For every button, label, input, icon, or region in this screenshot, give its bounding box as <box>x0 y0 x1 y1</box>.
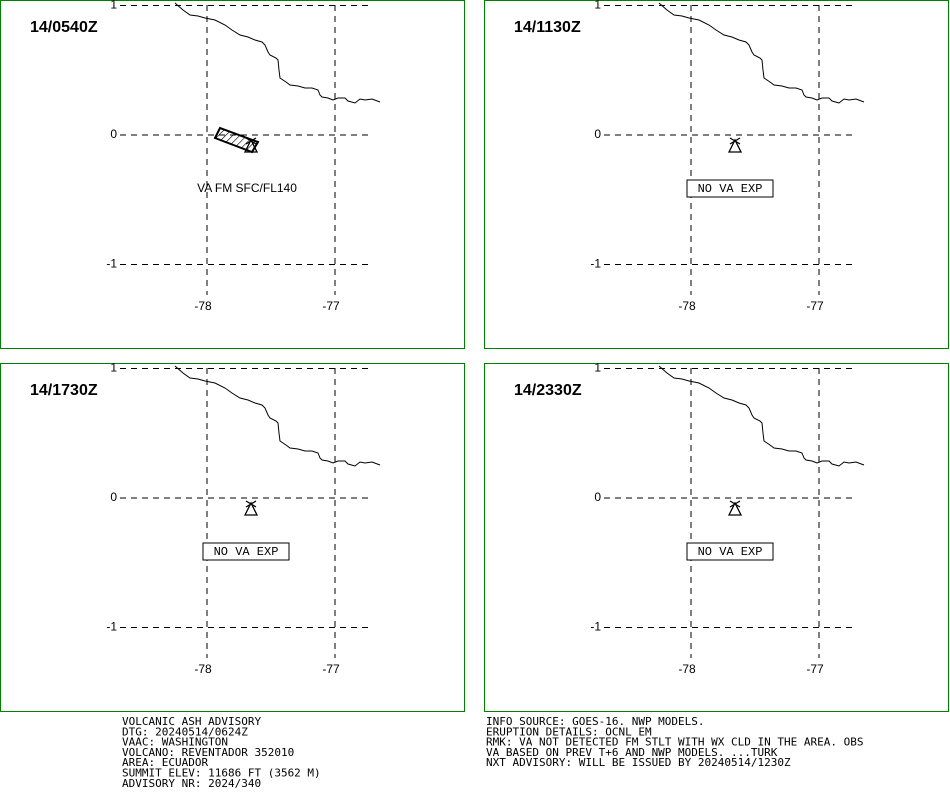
annotation-box <box>686 542 774 561</box>
valid-time: 14/1130Z <box>514 19 581 36</box>
latitude-label: -1 <box>106 620 117 634</box>
longitude-label: -78 <box>194 662 212 676</box>
valid-time: 14/1730Z <box>30 382 98 399</box>
valid-time: 14/2330Z <box>514 382 582 399</box>
annotation: NO VA EXP <box>214 545 279 559</box>
advisory-line: DTG: 20240514/0624Z <box>122 725 248 738</box>
latitude-label: 1 <box>110 361 117 375</box>
latitude-label: 1 <box>594 0 601 12</box>
map-panel: 1 0 -1 -78 -77 14/1130Z NO VA EXP <box>484 0 949 349</box>
longitude-label: -78 <box>194 299 212 313</box>
latitude-label: -1 <box>590 257 601 271</box>
ash-cloud <box>213 126 260 154</box>
advisory-line: VOLCANIC ASH ADVISORY <box>122 715 261 728</box>
annotation: NO VA EXP <box>698 545 763 559</box>
advisory-line: VAAC: WASHINGTON <box>122 736 228 749</box>
advisory-line: ADVISORY NR: 2024/340 <box>122 777 261 790</box>
panel-border <box>0 363 465 712</box>
valid-time: 14/0540Z <box>30 19 98 36</box>
volcano-symbol <box>727 500 743 516</box>
latitude-label: -1 <box>590 620 601 634</box>
coastline <box>174 2 381 104</box>
latitude-label: 0 <box>594 127 601 141</box>
longitude-label: -78 <box>678 299 696 313</box>
map-panel: 1 0 -1 -78 -77 14/1730Z NO VA EXP <box>0 361 465 712</box>
longitude-label: -77 <box>806 299 824 313</box>
panel-border <box>484 363 949 712</box>
latitude-label: -1 <box>106 257 117 271</box>
panel-border <box>484 0 949 349</box>
advisory-line: VOLCANO: REVENTADOR 352010 <box>122 746 294 759</box>
panel-border <box>0 0 465 349</box>
advisory-line: AREA: ECUADOR <box>122 756 208 769</box>
advisory-line: NXT ADVISORY: WILL BE ISSUED BY 20240514… <box>486 756 791 769</box>
advisory-line: ERUPTION DETAILS: OCNL EM <box>486 725 652 738</box>
latitude-label: 0 <box>110 490 117 504</box>
annotation: VA FM SFC/FL140 <box>197 181 297 195</box>
advisory-line: SUMMIT ELEV: 11686 FT (3562 M) <box>122 767 321 780</box>
advisory-line: RMK: VA NOT DETECTED FM STLT WITH WX CLD… <box>486 736 864 749</box>
annotation-box <box>202 542 290 561</box>
longitude-label: -77 <box>322 662 340 676</box>
advisory-line: INFO SOURCE: GOES-16. NWP MODELS. <box>486 715 705 728</box>
advisory-line: VA BASED ON PREV T+6 AND NWP MODELS. ...… <box>486 746 778 759</box>
volcano-symbol <box>243 500 259 516</box>
longitude-label: -77 <box>806 662 824 676</box>
latitude-label: 0 <box>594 490 601 504</box>
longitude-label: -78 <box>678 662 696 676</box>
coastline <box>658 365 865 467</box>
map-panel: 1 0 -1 -78 -77 14/2330Z NO VA EXP <box>484 361 949 712</box>
coastline <box>174 365 381 467</box>
volcano-symbol <box>727 137 743 153</box>
coastline <box>658 2 865 104</box>
map-panel: 1 0 -1 -78 -77 14/0540Z VA FM SFC/FL140 <box>0 0 465 349</box>
longitude-label: -77 <box>322 299 340 313</box>
latitude-label: 1 <box>594 361 601 375</box>
volcano-symbol <box>243 137 259 153</box>
annotation: NO VA EXP <box>698 182 763 196</box>
latitude-label: 1 <box>110 0 117 12</box>
latitude-label: 0 <box>110 127 117 141</box>
annotation-box <box>686 179 774 198</box>
